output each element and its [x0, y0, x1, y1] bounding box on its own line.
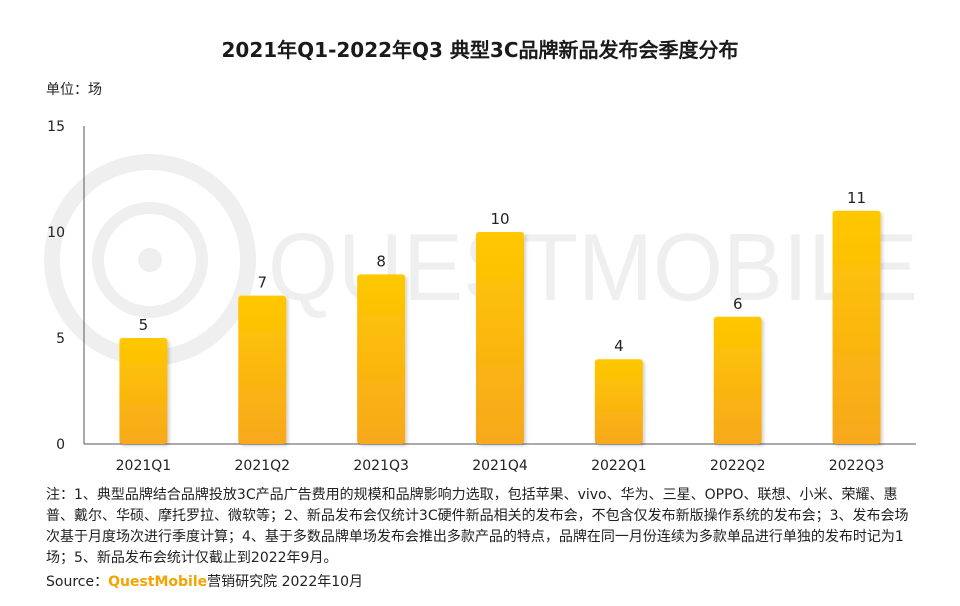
x-tick-label: 2022Q1: [591, 458, 647, 474]
x-tick-label: 2021Q2: [235, 458, 291, 474]
y-tick-label: 10: [47, 225, 65, 241]
y-tick-label: 15: [47, 119, 65, 135]
bar-value-label: 11: [847, 189, 866, 207]
bar: [357, 274, 406, 444]
chart-title: 2021年Q1-2022年Q3 典型3C品牌新品发布会季度分布: [221, 38, 739, 62]
bar-value-label: 10: [490, 210, 509, 228]
x-tick-label: 2021Q4: [472, 458, 528, 474]
footnote: 注：1、典型品牌结合品牌投放3C产品广告费用的规模和品牌影响力选取，包括苹果、v…: [46, 487, 909, 566]
x-tick-label: 2021Q1: [116, 458, 172, 474]
bar: [119, 338, 168, 444]
bar-value-label: 4: [614, 337, 624, 355]
x-tick-label: 2022Q2: [710, 458, 766, 474]
bar-value-label: 8: [376, 252, 386, 270]
bar: [238, 295, 287, 444]
x-tick-label: 2022Q3: [829, 458, 885, 474]
source-prefix: Source：: [46, 574, 109, 590]
bar-value-label: 5: [139, 316, 149, 334]
bar-value-label: 7: [258, 274, 268, 292]
bar: [594, 359, 643, 444]
bars: 5 7 8 10 4 6 11: [119, 189, 881, 444]
bar: [476, 232, 524, 444]
x-tick-label: 2021Q3: [353, 458, 409, 474]
source-line: Source：QuestMobile营销研究院 2022年10月: [46, 571, 363, 591]
y-tick-label: 0: [56, 437, 65, 453]
y-tick-label: 5: [56, 331, 65, 347]
bar-value-label: 6: [733, 295, 743, 313]
bar: [713, 316, 762, 444]
bar: [832, 210, 881, 444]
source-brand: QuestMobile: [108, 574, 208, 590]
unit-label: 单位：场: [46, 82, 102, 98]
source-suffix: 营销研究院 2022年10月: [207, 574, 364, 590]
